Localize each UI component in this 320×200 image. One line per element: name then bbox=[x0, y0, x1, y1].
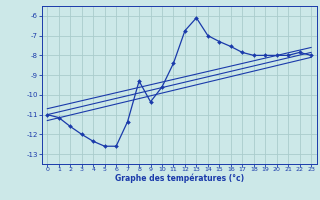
X-axis label: Graphe des températures (°c): Graphe des températures (°c) bbox=[115, 174, 244, 183]
